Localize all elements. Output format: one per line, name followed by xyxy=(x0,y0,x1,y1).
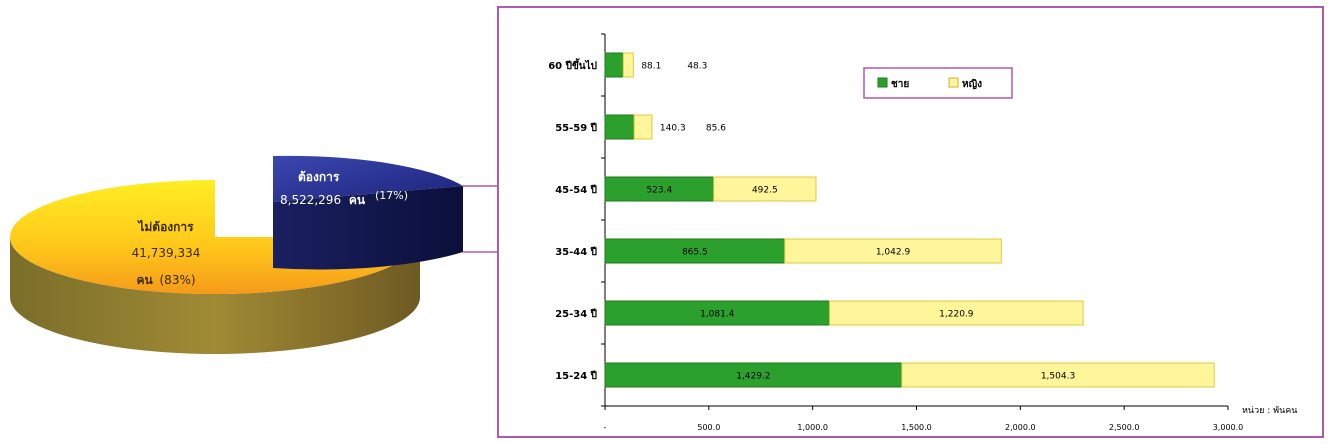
x-tick-label: - xyxy=(604,423,607,432)
x-tick-label: 1,000.0 xyxy=(797,423,828,432)
x-tick-label: 500.0 xyxy=(697,423,720,432)
pie-label-yes-unit: คน xyxy=(349,193,366,207)
legend-box xyxy=(863,67,1013,99)
legend-swatch-female xyxy=(948,77,959,88)
pie-label-no-pct: (83%) xyxy=(160,273,196,287)
data-label-male: 1,429.2 xyxy=(736,372,770,382)
bar-male xyxy=(604,300,831,326)
data-label-female: 492.5 xyxy=(752,186,778,196)
bar-female xyxy=(784,238,1002,264)
bar-male xyxy=(604,114,635,140)
data-label-female: 1,504.3 xyxy=(1041,372,1075,382)
bar-male xyxy=(604,176,715,202)
bar-female xyxy=(901,362,1215,388)
pie-slice-yes-side xyxy=(273,186,463,270)
bar-male xyxy=(604,362,903,388)
legend-label-female: หญิง xyxy=(962,78,982,90)
x-tick-label: 2,500.0 xyxy=(1109,423,1140,432)
category-label: 55-59 ปี xyxy=(555,122,597,134)
pie-slice-no-side xyxy=(10,237,420,354)
data-label-male: 140.3 xyxy=(660,124,686,134)
bar-female xyxy=(633,114,653,140)
bar-male xyxy=(604,52,624,78)
category-label: 45-54 ปี xyxy=(555,184,597,196)
pie-slice-yes-top xyxy=(273,155,463,202)
bar-chart: - 500.0 1,000.0 1,500.0 2,000.0 2,500.0 3,000.… xyxy=(548,33,1297,432)
bar-male xyxy=(604,238,786,264)
data-label-male: 88.1 xyxy=(641,62,661,72)
pie-label-yes-title: ต้องการ xyxy=(298,170,340,184)
bar-female xyxy=(622,52,634,78)
pie-label-yes-value: 8,522,296 คน (17%) xyxy=(280,189,408,207)
x-tick-label: 2,000.0 xyxy=(1005,423,1036,432)
pie-label-no-count: 41,739,334 xyxy=(132,246,201,260)
pie-label-no-unit: คน xyxy=(136,273,153,287)
legend-label-male: ชาย xyxy=(891,79,909,90)
unit-label: หน่วย : พันคน xyxy=(1242,406,1297,416)
pie-chart: ต้องการ 8,522,296 คน (17%) ไม่ต้องการ 41… xyxy=(10,155,497,354)
x-tick-label: 3,000.0 xyxy=(1213,423,1244,432)
x-tick-label: 1,500.0 xyxy=(901,423,932,432)
bar-female xyxy=(829,300,1084,326)
bar-female xyxy=(713,176,817,202)
legend-swatch-male xyxy=(877,77,888,88)
data-label-female: 1,220.9 xyxy=(939,310,974,320)
data-label-female: 48.3 xyxy=(687,62,707,72)
pie-label-no-unit-pct: คน (83%) xyxy=(136,273,195,287)
category-label: 15-24 ปี xyxy=(555,370,597,382)
data-label-male: 865.5 xyxy=(682,248,708,258)
pie-label-yes-count: 8,522,296 xyxy=(280,193,341,207)
category-label: 60 ปีขึ้นไป xyxy=(548,58,597,72)
data-label-male: 1,081.4 xyxy=(700,310,735,320)
category-label: 25-34 ปี xyxy=(555,308,597,320)
data-label-female: 85.6 xyxy=(706,124,726,134)
data-label-female: 1,042.9 xyxy=(876,248,911,258)
pie-label-yes-pct: (17%) xyxy=(375,189,408,202)
data-label-male: 523.4 xyxy=(646,186,672,196)
category-label: 35-44 ปี xyxy=(555,246,597,258)
pie-label-no-title: ไม่ต้องการ xyxy=(136,219,194,234)
